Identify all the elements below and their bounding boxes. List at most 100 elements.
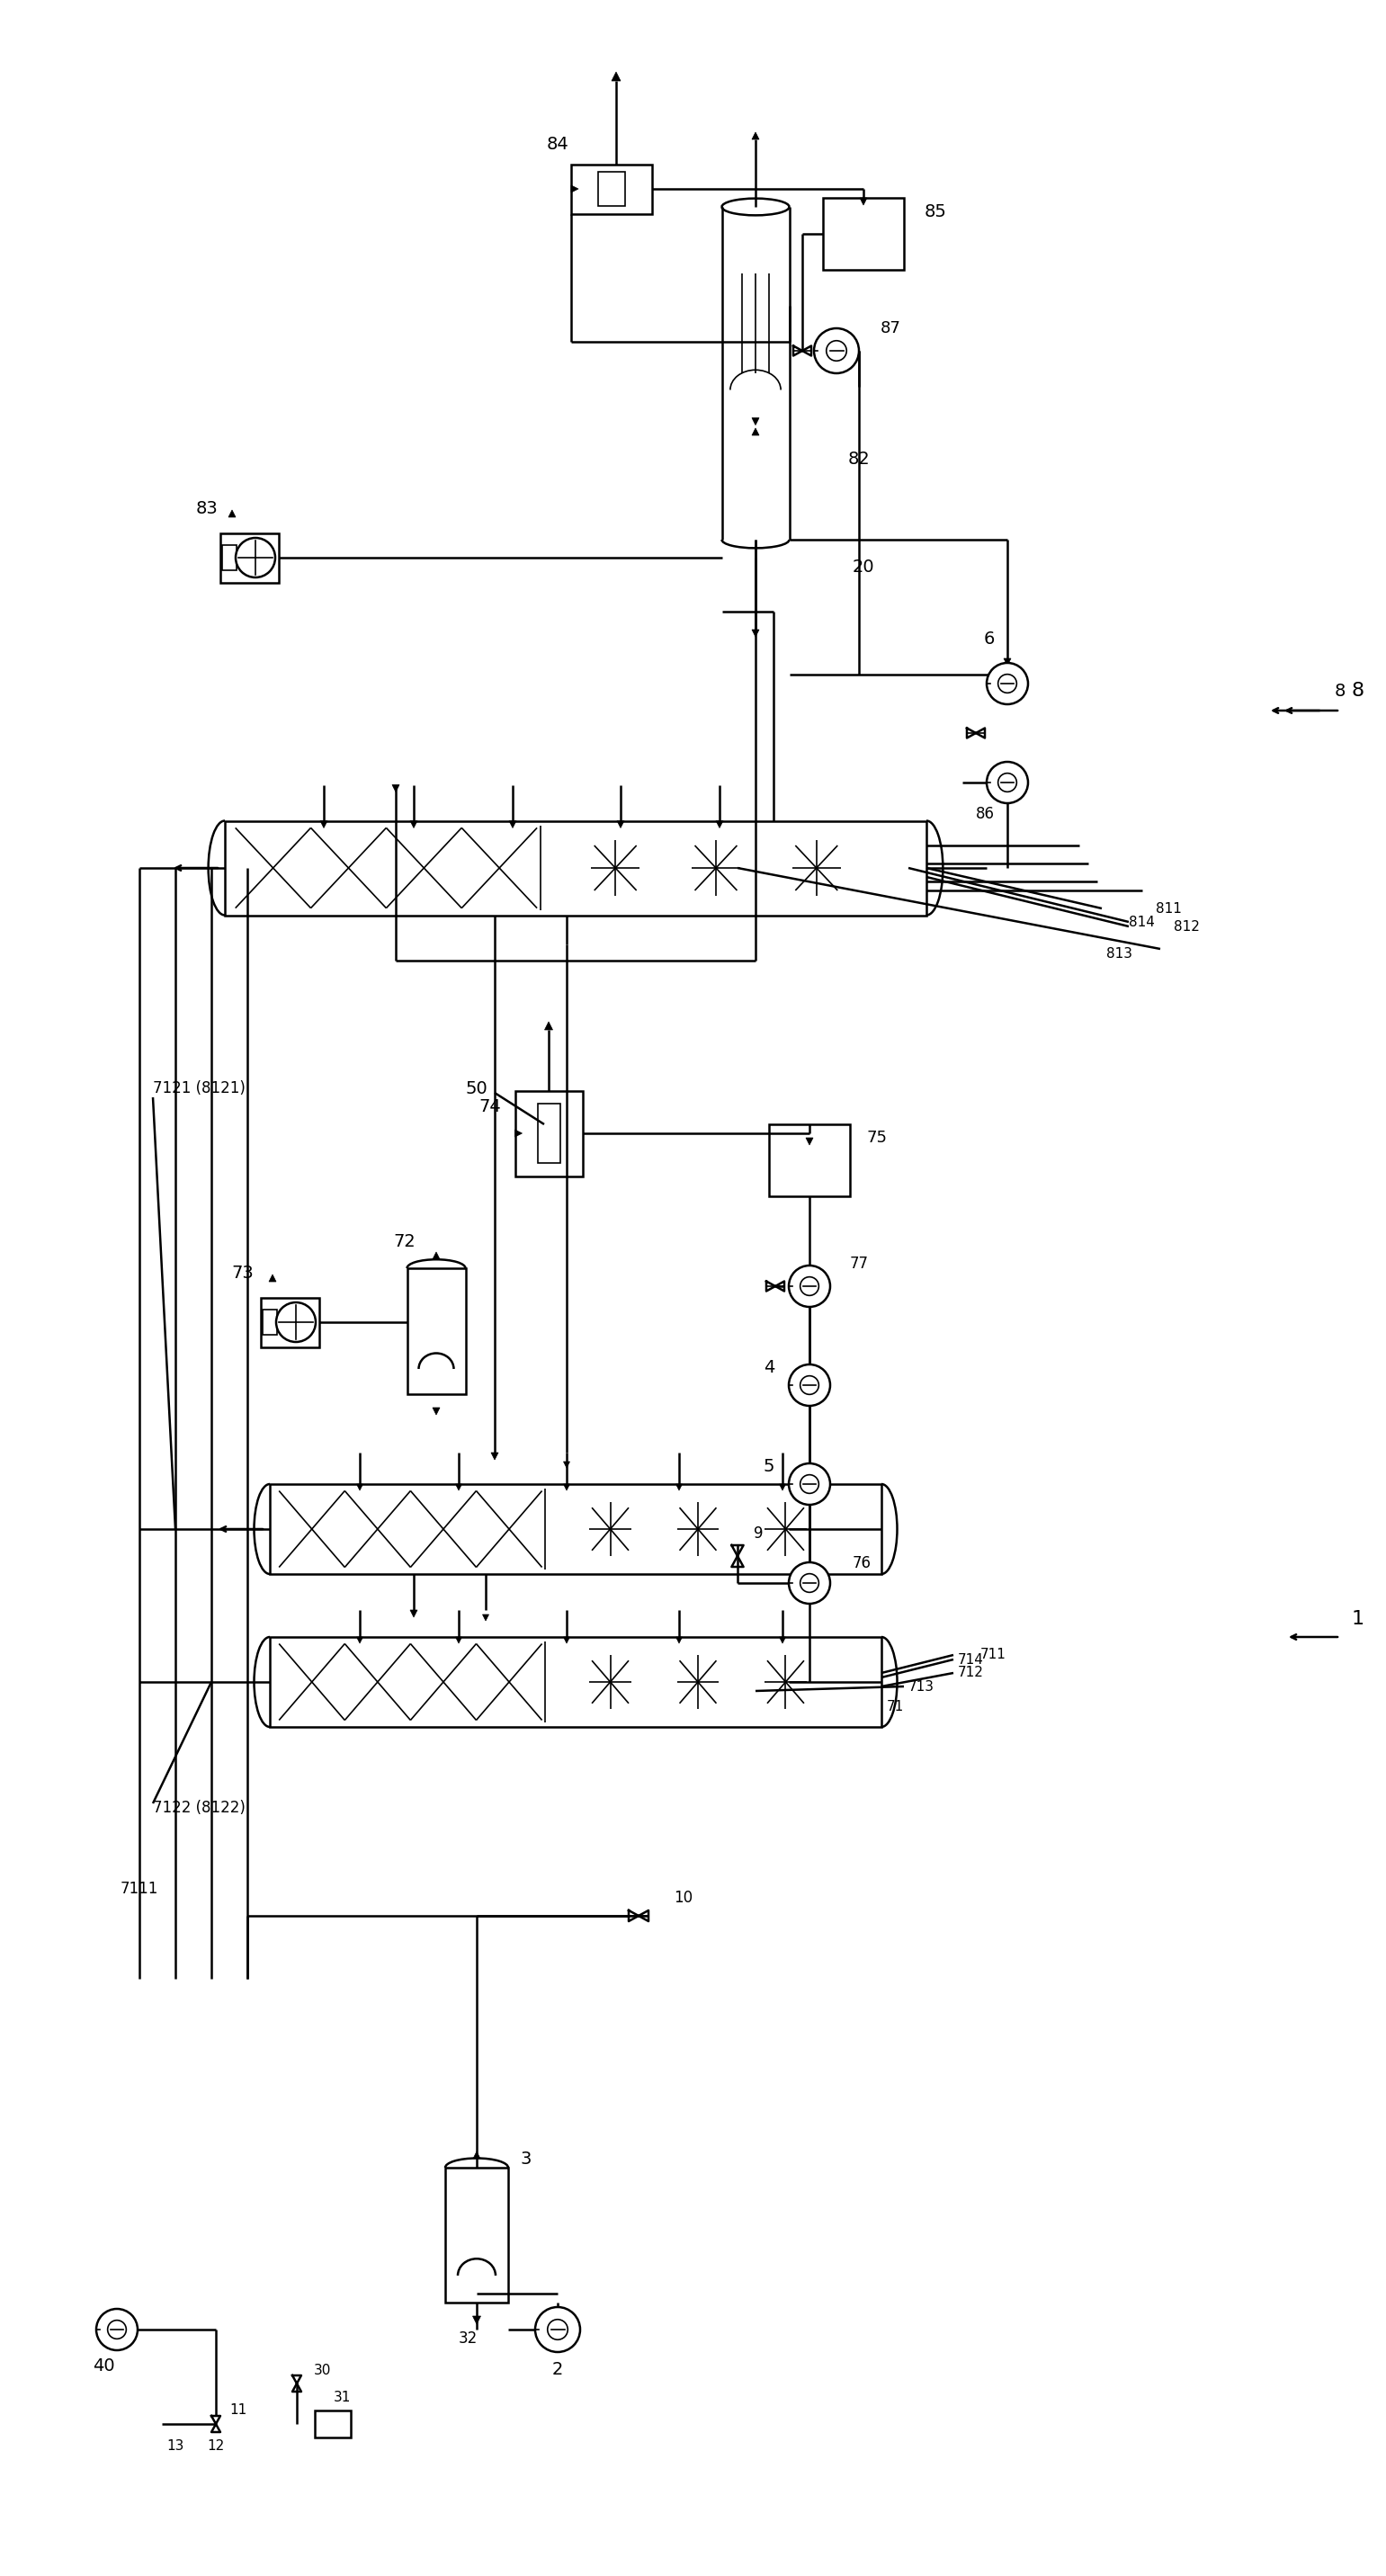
Text: 8: 8: [1335, 683, 1346, 698]
Text: 711: 711: [980, 1649, 1006, 1662]
Text: 13: 13: [166, 2439, 184, 2452]
Text: 2: 2: [552, 2362, 563, 2378]
Polygon shape: [432, 1252, 439, 1260]
Bar: [571, 165, 651, 214]
Text: 73: 73: [231, 1265, 254, 1280]
Bar: [407, 1267, 466, 1394]
Polygon shape: [473, 2316, 481, 2324]
Text: 84: 84: [546, 137, 568, 152]
Polygon shape: [410, 822, 417, 827]
Circle shape: [800, 1476, 819, 1494]
Polygon shape: [269, 1275, 276, 1283]
Polygon shape: [432, 1406, 439, 1414]
Text: 7122 (8122): 7122 (8122): [152, 1801, 245, 1816]
Polygon shape: [676, 1636, 682, 1643]
Text: 32: 32: [459, 2331, 477, 2347]
Polygon shape: [509, 822, 516, 827]
Text: 712: 712: [958, 1667, 984, 1680]
Text: 74: 74: [480, 1097, 502, 1115]
Bar: [222, 546, 237, 569]
Circle shape: [789, 1365, 830, 1406]
Bar: [769, 1123, 850, 1195]
Circle shape: [800, 1376, 819, 1394]
Text: 82: 82: [848, 451, 870, 466]
Circle shape: [800, 1574, 819, 1592]
Polygon shape: [859, 198, 868, 206]
Circle shape: [96, 2308, 137, 2349]
Circle shape: [276, 1303, 316, 1342]
Polygon shape: [717, 822, 723, 827]
Polygon shape: [229, 510, 236, 518]
Polygon shape: [356, 1636, 363, 1643]
Text: 713: 713: [908, 1680, 934, 1692]
Text: 714: 714: [958, 1654, 984, 1667]
Polygon shape: [456, 1636, 462, 1643]
Circle shape: [789, 1561, 830, 1605]
Text: 812: 812: [1174, 920, 1200, 933]
Circle shape: [789, 1463, 830, 1504]
Circle shape: [535, 2308, 581, 2352]
Polygon shape: [805, 1139, 814, 1144]
Bar: [538, 1103, 560, 1164]
Polygon shape: [491, 1453, 499, 1461]
Polygon shape: [676, 1484, 682, 1492]
Text: 11: 11: [230, 2403, 247, 2416]
Text: 7121 (8121): 7121 (8121): [152, 1079, 245, 1097]
Text: 813: 813: [1106, 945, 1132, 961]
Text: 10: 10: [674, 1891, 693, 1906]
Text: 814: 814: [1128, 914, 1155, 930]
Text: 8: 8: [1351, 683, 1364, 701]
Text: 9: 9: [754, 1525, 762, 1540]
Text: 85: 85: [924, 204, 947, 219]
Circle shape: [789, 1265, 830, 1306]
Circle shape: [814, 327, 859, 374]
Circle shape: [998, 675, 1017, 693]
Text: 20: 20: [852, 559, 875, 574]
Polygon shape: [753, 629, 760, 636]
Polygon shape: [392, 786, 399, 791]
Text: 76: 76: [852, 1556, 870, 1571]
Bar: [445, 2166, 509, 2303]
Circle shape: [998, 773, 1017, 791]
Bar: [225, 822, 926, 914]
Polygon shape: [482, 1615, 489, 1620]
Polygon shape: [753, 131, 760, 139]
Text: 50: 50: [466, 1079, 488, 1097]
Text: 75: 75: [866, 1131, 887, 1146]
Text: 6: 6: [984, 631, 995, 647]
Text: 30: 30: [313, 2362, 331, 2378]
Polygon shape: [1003, 659, 1010, 665]
Polygon shape: [356, 1484, 363, 1492]
Text: 72: 72: [394, 1234, 416, 1249]
Bar: [823, 198, 904, 270]
Polygon shape: [545, 1023, 553, 1030]
Text: 31: 31: [333, 2391, 351, 2403]
Text: 40: 40: [93, 2357, 115, 2375]
Polygon shape: [753, 417, 760, 425]
Polygon shape: [753, 428, 760, 435]
Text: 87: 87: [880, 319, 901, 337]
Bar: [516, 1090, 582, 1177]
Circle shape: [108, 2321, 126, 2339]
Polygon shape: [564, 1484, 570, 1492]
Circle shape: [987, 762, 1028, 804]
Text: 71: 71: [886, 1700, 904, 1713]
Polygon shape: [617, 822, 624, 827]
Bar: [261, 1298, 319, 1347]
Text: 811: 811: [1156, 902, 1182, 914]
Polygon shape: [456, 1484, 462, 1492]
Text: 4: 4: [764, 1358, 775, 1376]
Bar: [262, 1309, 277, 1334]
Polygon shape: [571, 185, 578, 193]
Circle shape: [800, 1278, 819, 1296]
Bar: [599, 173, 625, 206]
Text: 86: 86: [976, 806, 994, 822]
Bar: [220, 533, 279, 582]
Bar: [315, 2411, 351, 2437]
Circle shape: [987, 662, 1028, 703]
Polygon shape: [564, 1636, 570, 1643]
Circle shape: [236, 538, 276, 577]
Polygon shape: [564, 1461, 570, 1468]
Text: 83: 83: [195, 500, 218, 518]
Polygon shape: [779, 1484, 786, 1492]
